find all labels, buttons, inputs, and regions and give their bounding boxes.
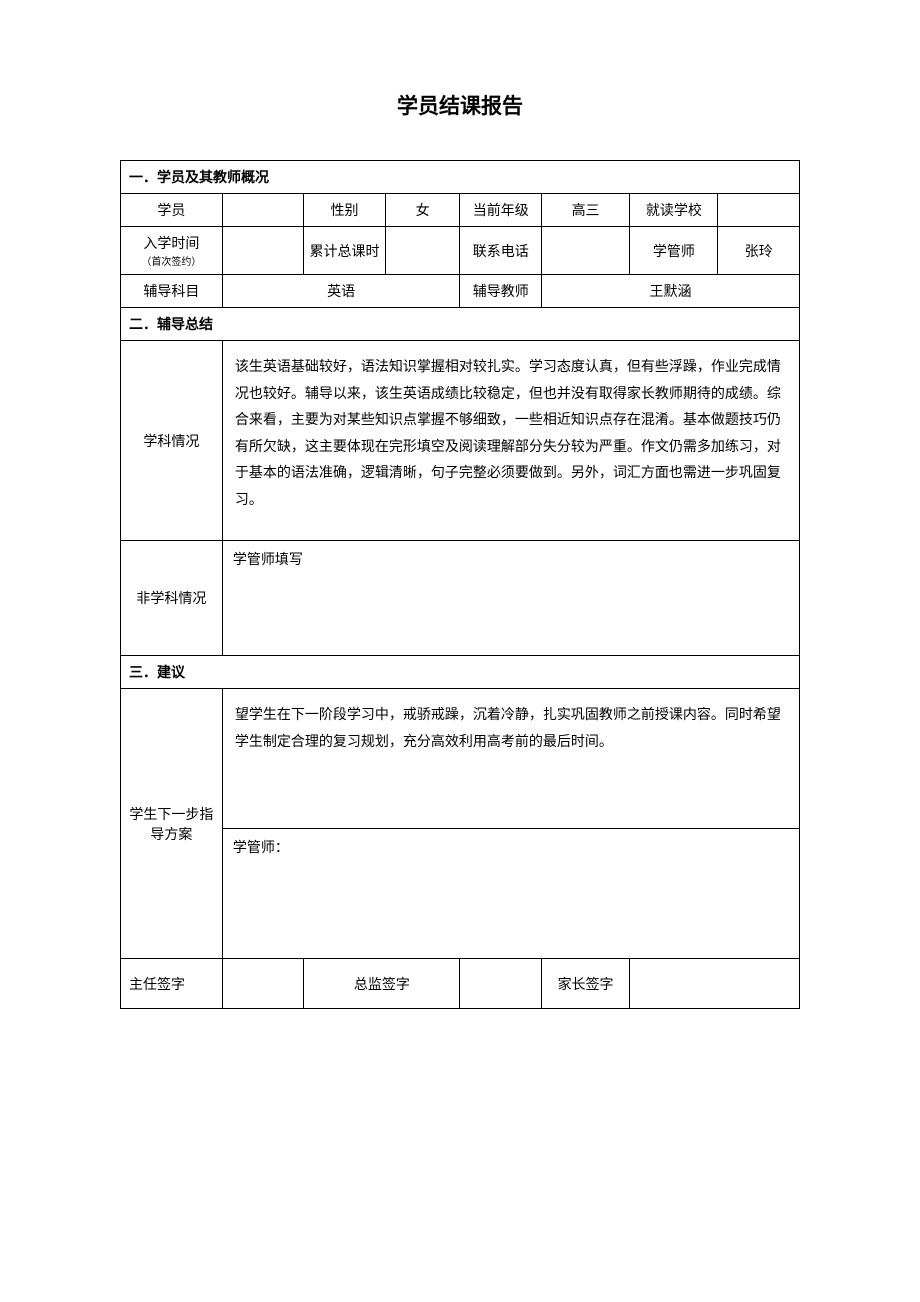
value-tutor: 王默涵 (541, 275, 799, 308)
text-guidance-1: 望学生在下一阶段学习中，戒骄戒躁，沉着冷静，扎实巩固教师之前授课内容。同时希望学… (222, 689, 799, 829)
label-enroll-text: 入学时间 (143, 237, 199, 252)
text-guidance-2: 学管师： (222, 829, 799, 959)
label-grade: 当前年级 (460, 194, 541, 227)
label-enroll: 入学时间 （首次签约） (121, 227, 223, 275)
label-nonsubject-situation: 非学科情况 (121, 541, 223, 656)
section2-header: 二．辅导总结 (121, 308, 800, 341)
value-supervisor-sign (460, 959, 541, 1009)
label-student: 学员 (121, 194, 223, 227)
text-nonsubject-situation: 学管师填写 (222, 541, 799, 656)
label-subject: 辅导科目 (121, 275, 223, 308)
value-student (222, 194, 303, 227)
section1-header: 一．学员及其教师概况 (121, 161, 800, 194)
value-subject: 英语 (222, 275, 460, 308)
label-manager: 学管师 (630, 227, 718, 275)
label-director-sign: 主任签字 (121, 959, 223, 1009)
value-gender: 女 (385, 194, 460, 227)
value-grade: 高三 (541, 194, 629, 227)
label-phone: 联系电话 (460, 227, 541, 275)
section3-header: 三．建议 (121, 656, 800, 689)
label-subject-situation: 学科情况 (121, 341, 223, 541)
value-phone (541, 227, 629, 275)
label-gender: 性别 (304, 194, 385, 227)
label-school: 就读学校 (630, 194, 718, 227)
value-school (718, 194, 800, 227)
label-tutor: 辅导教师 (460, 275, 541, 308)
label-hours: 累计总课时 (304, 227, 385, 275)
label-supervisor-sign: 总监签字 (304, 959, 460, 1009)
page-title: 学员结课报告 (120, 90, 800, 120)
label-guidance: 学生下一步指导方案 (121, 689, 223, 959)
label-enroll-note: （首次签约） (125, 253, 218, 268)
value-manager: 张玲 (718, 227, 800, 275)
value-hours (385, 227, 460, 275)
value-enroll (222, 227, 303, 275)
value-director-sign (222, 959, 303, 1009)
label-parent-sign: 家长签字 (541, 959, 629, 1009)
report-table: 一．学员及其教师概况 学员 性别 女 当前年级 高三 就读学校 入学时间 （首次… (120, 160, 800, 1009)
value-parent-sign (630, 959, 800, 1009)
text-subject-situation: 该生英语基础较好，语法知识掌握相对较扎实。学习态度认真，但有些浮躁，作业完成情况… (222, 341, 799, 541)
